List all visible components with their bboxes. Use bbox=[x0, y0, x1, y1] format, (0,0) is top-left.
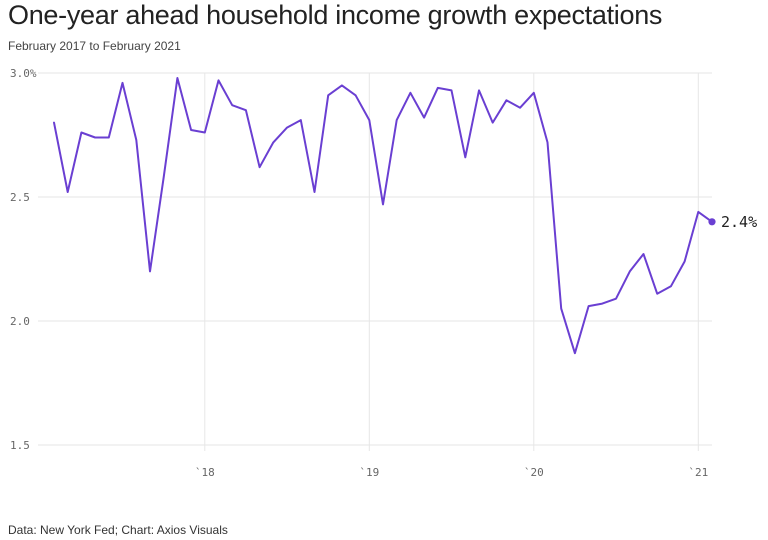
y-tick-label: 1.5 bbox=[10, 439, 30, 452]
end-value-label: 2.4% bbox=[721, 213, 757, 231]
x-tick-label: `18 bbox=[195, 466, 215, 479]
source-note: Data: New York Fed; Chart: Axios Visuals bbox=[8, 523, 228, 537]
chart-subtitle: February 2017 to February 2021 bbox=[8, 39, 181, 53]
end-point-marker bbox=[708, 218, 716, 226]
y-tick-label: 3.0% bbox=[10, 67, 37, 80]
y-tick-label: 2.5 bbox=[10, 191, 30, 204]
y-axis-ticks: 3.0% 2.5 2.0 1.5 bbox=[10, 67, 37, 452]
x-tick-label: `19 bbox=[359, 466, 379, 479]
x-axis-ticks: `18 `19 `20 `21 bbox=[195, 466, 708, 479]
gridlines bbox=[38, 72, 712, 451]
x-tick-label: `21 bbox=[688, 466, 708, 479]
y-tick-label: 2.0 bbox=[10, 315, 30, 328]
series-line bbox=[53, 77, 713, 355]
x-tick-label: `20 bbox=[524, 466, 544, 479]
chart-title: One-year ahead household income growth e… bbox=[8, 0, 663, 30]
